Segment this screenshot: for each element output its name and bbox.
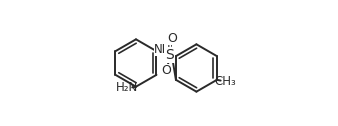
Text: O: O — [161, 64, 171, 77]
Text: S: S — [165, 48, 174, 62]
Text: H₂N: H₂N — [116, 81, 138, 94]
Text: CH₃: CH₃ — [215, 75, 236, 88]
Text: NH: NH — [154, 43, 171, 56]
Text: O: O — [167, 32, 177, 45]
